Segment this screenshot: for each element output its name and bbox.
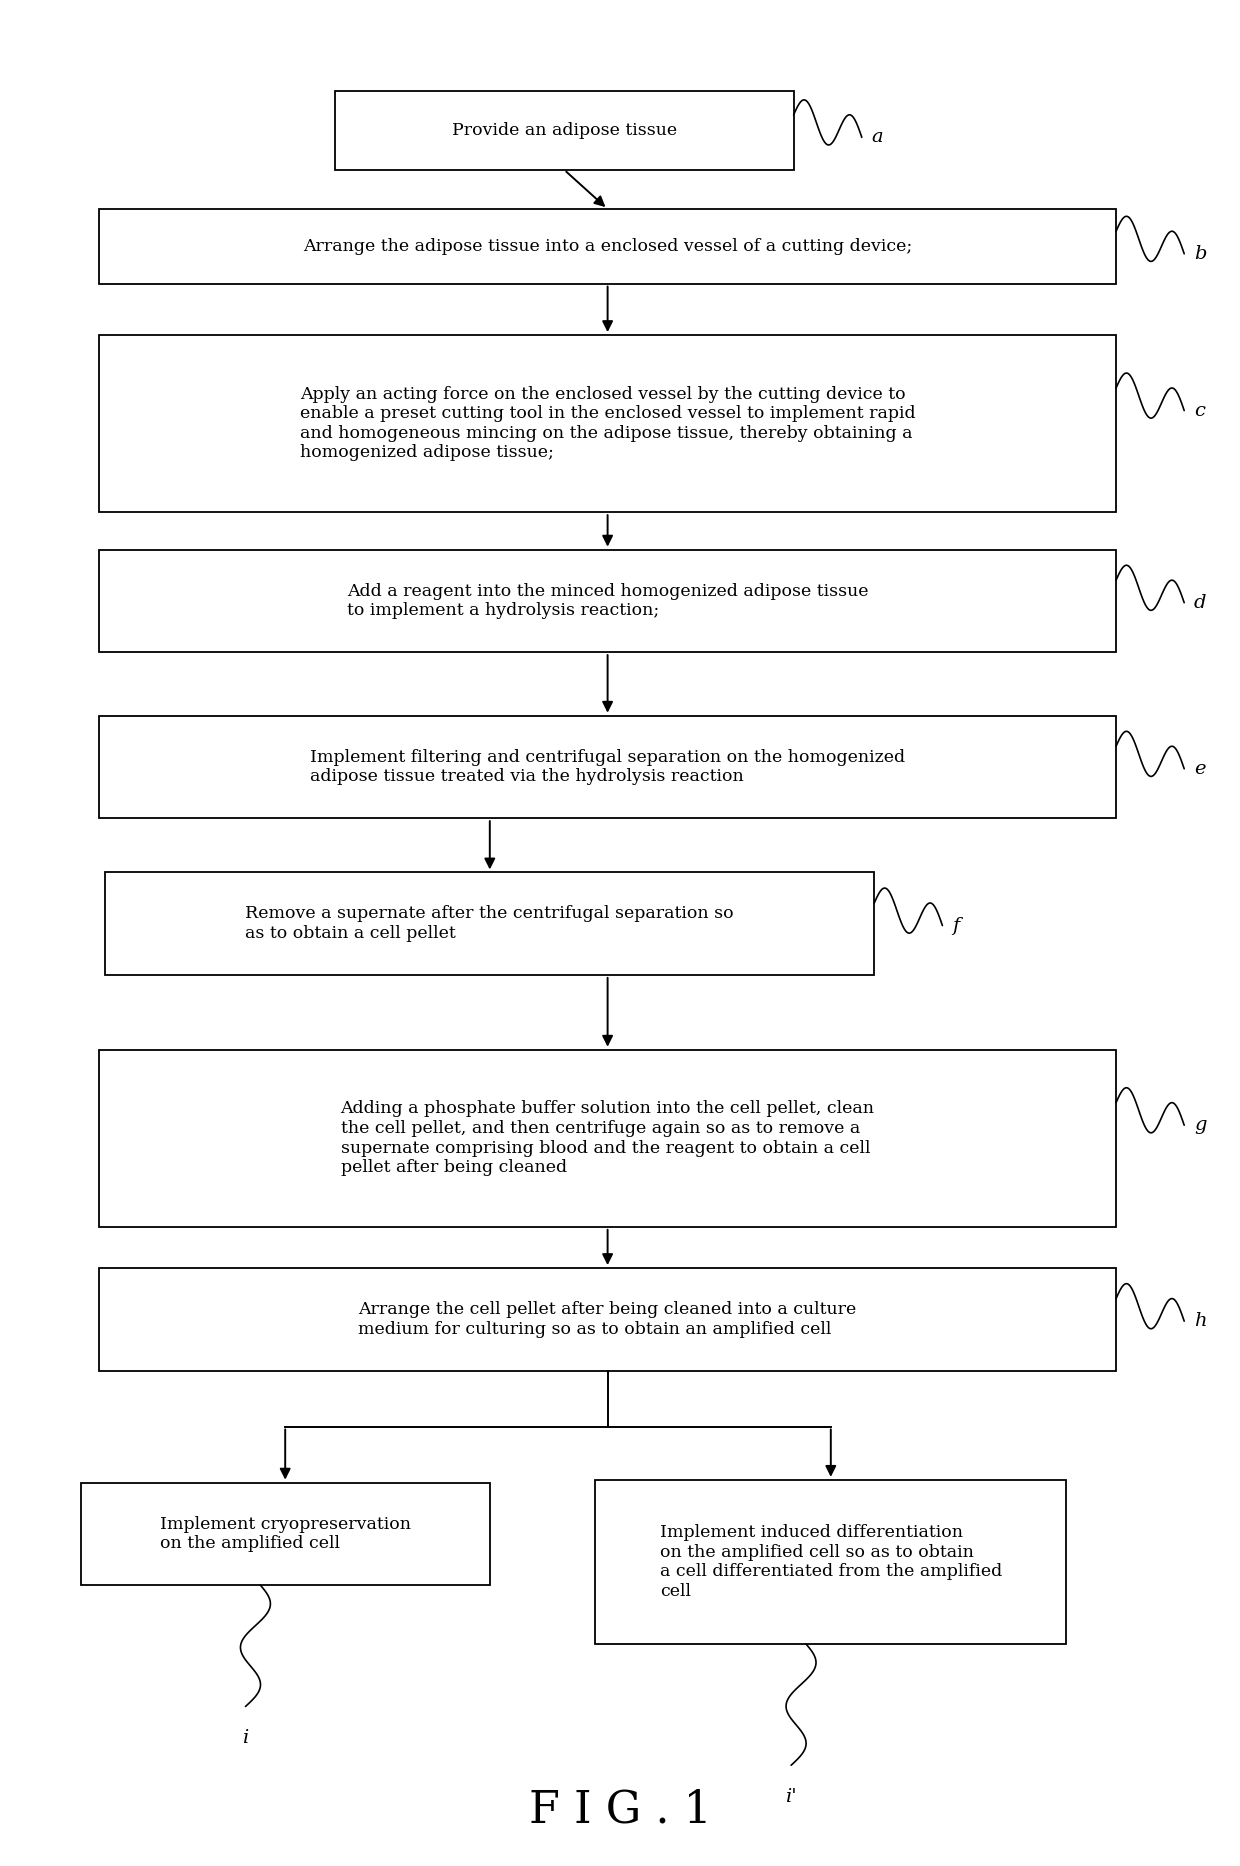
Text: b: b xyxy=(1194,244,1207,263)
Bar xyxy=(99,1269,1116,1370)
Bar xyxy=(99,336,1116,511)
Text: Arrange the adipose tissue into a enclosed vessel of a cutting device;: Arrange the adipose tissue into a enclos… xyxy=(303,237,913,256)
Text: c: c xyxy=(1194,401,1205,420)
Bar xyxy=(105,873,874,974)
Bar xyxy=(335,91,794,170)
Text: h: h xyxy=(1194,1312,1207,1330)
Text: Implement filtering and centrifugal separation on the homogenized
adipose tissue: Implement filtering and centrifugal sepa… xyxy=(310,748,905,786)
Text: e: e xyxy=(1194,759,1205,778)
Text: Arrange the cell pellet after being cleaned into a culture
medium for culturing : Arrange the cell pellet after being clea… xyxy=(358,1301,857,1338)
Bar xyxy=(595,1480,1066,1644)
Bar xyxy=(81,1482,490,1586)
Bar xyxy=(99,715,1116,817)
Text: Apply an acting force on the enclosed vessel by the cutting device to
enable a p: Apply an acting force on the enclosed ve… xyxy=(300,386,915,461)
Text: Implement cryopreservation
on the amplified cell: Implement cryopreservation on the amplif… xyxy=(160,1515,410,1553)
Text: a: a xyxy=(872,129,883,146)
Bar xyxy=(99,209,1116,284)
Text: Provide an adipose tissue: Provide an adipose tissue xyxy=(451,121,677,140)
Bar xyxy=(99,549,1116,651)
Text: g: g xyxy=(1194,1116,1207,1135)
Text: f: f xyxy=(952,916,960,935)
Text: F I G . 1: F I G . 1 xyxy=(528,1788,712,1832)
Text: d: d xyxy=(1194,593,1207,612)
Text: Implement induced differentiation
on the amplified cell so as to obtain
a cell d: Implement induced differentiation on the… xyxy=(660,1525,1002,1599)
Text: Remove a supernate after the centrifugal separation so
as to obtain a cell pelle: Remove a supernate after the centrifugal… xyxy=(246,905,734,942)
Text: Adding a phosphate buffer solution into the cell pellet, clean
the cell pellet, : Adding a phosphate buffer solution into … xyxy=(341,1101,874,1176)
Text: Add a reagent into the minced homogenized adipose tissue
to implement a hydrolys: Add a reagent into the minced homogenize… xyxy=(347,582,868,620)
Bar xyxy=(99,1049,1116,1228)
Text: i: i xyxy=(242,1728,249,1747)
Text: i': i' xyxy=(785,1788,797,1806)
